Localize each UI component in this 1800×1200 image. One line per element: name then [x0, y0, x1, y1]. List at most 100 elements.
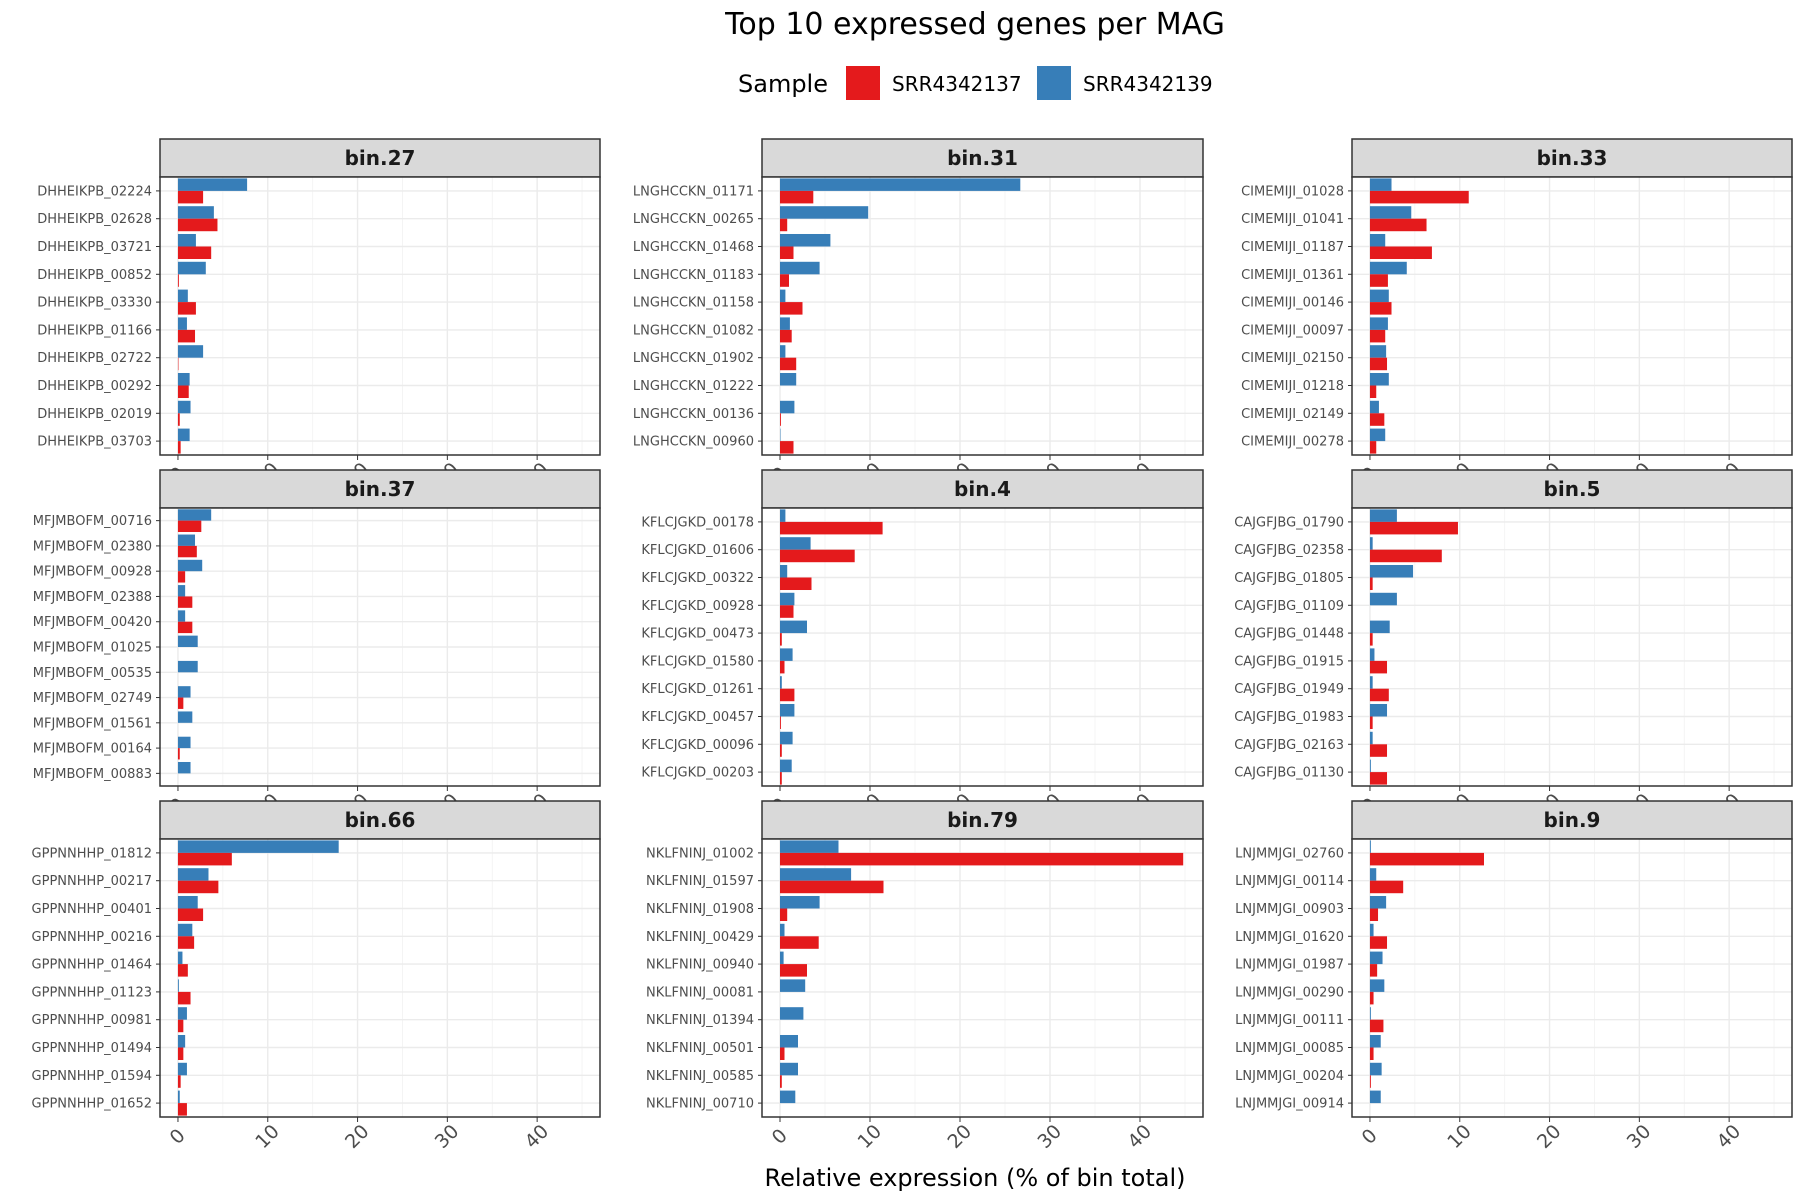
y-tick-label: LNGHCCKN_01082 [633, 323, 754, 338]
y-tick-label: CAJGFJBG_01130 [1234, 766, 1344, 781]
strip-label-bin-31: bin.31 [947, 146, 1018, 170]
bar-srr4342139 [1369, 759, 1371, 773]
bar-srr4342137 [177, 571, 186, 583]
bar-srr4342139 [177, 1062, 187, 1076]
bar-srr4342139 [1369, 1034, 1381, 1048]
bar-srr4342139 [1369, 233, 1386, 247]
y-tick-label: GPPNNHHP_01464 [32, 958, 152, 973]
bar-srr4342139 [780, 400, 795, 414]
bar-srr4342139 [177, 868, 209, 881]
bar-srr4342139 [780, 1090, 796, 1104]
bar-srr4342139 [780, 620, 807, 634]
y-tick-label: NKLFNINJ_01002 [646, 846, 754, 861]
panel-border [761, 176, 1204, 456]
bar-srr4342139 [177, 923, 193, 937]
y-tick-label: MFJMBOFM_00883 [33, 767, 152, 782]
y-tick-label: KFLCJGKD_00322 [641, 571, 754, 586]
bar-srr4342137 [780, 302, 803, 315]
bar-srr4342139 [177, 1007, 187, 1020]
y-tick-label: LNGHCCKN_01222 [633, 379, 754, 394]
bar-srr4342137 [1369, 218, 1427, 232]
panel-border [159, 838, 601, 1118]
y-tick-label: CAJGFJBG_01915 [1234, 654, 1344, 669]
bar-srr4342139 [1369, 648, 1375, 661]
bar-srr4342139 [780, 233, 831, 247]
y-tick-label: CAJGFJBG_01448 [1234, 627, 1344, 642]
bar-srr4342137 [177, 329, 196, 343]
strip-label-bin-66: bin.66 [345, 808, 416, 832]
bar-srr4342137 [1369, 190, 1469, 204]
bar-srr4342139 [1369, 1090, 1381, 1104]
bar-srr4342137 [1369, 413, 1385, 426]
strip-bin-79 [761, 800, 1204, 840]
strip-label-bin-79: bin.79 [947, 808, 1018, 832]
y-tick-label: KFLCJGKD_00457 [641, 710, 754, 725]
legend-label-srr4342137: SRR4342137 [892, 72, 1022, 96]
bar-srr4342139 [177, 1090, 180, 1104]
bar-srr4342137 [177, 413, 180, 426]
bar-srr4342139 [177, 261, 206, 275]
y-tick-label: GPPNNHHP_00216 [32, 930, 152, 945]
bar-srr4342137 [177, 1075, 181, 1088]
bar-srr4342137 [1369, 991, 1374, 1005]
strip-label-bin-27: bin.27 [345, 146, 416, 170]
bar-srr4342139 [780, 178, 1021, 191]
bar-srr4342139 [177, 428, 190, 442]
bar-srr4342137 [177, 1103, 187, 1116]
y-tick-label: CAJGFJBG_01949 [1234, 682, 1344, 697]
y-tick-label: DHHEIKPB_02019 [37, 407, 152, 422]
bar-srr4342137 [780, 577, 812, 591]
bar-srr4342137 [780, 441, 794, 454]
bar-srr4342139 [177, 317, 187, 330]
y-tick-label: NKLFNINJ_01394 [646, 1013, 754, 1028]
y-tick-label: LNGHCCKN_00265 [633, 212, 754, 227]
y-tick-label: CIMEMIJI_02149 [1241, 407, 1344, 422]
y-tick-label: LNGHCCKN_01902 [633, 351, 754, 366]
y-tick-label: MFJMBOFM_00535 [33, 666, 152, 681]
bar-srr4342137 [177, 621, 193, 634]
bar-srr4342139 [780, 345, 786, 358]
y-tick-label: MFJMBOFM_02388 [33, 590, 152, 605]
bar-srr4342137 [177, 964, 188, 977]
y-tick-label: DHHEIKPB_00292 [37, 379, 152, 394]
bar-srr4342139 [780, 759, 792, 773]
y-tick-label: CIMEMIJI_01361 [1241, 268, 1344, 283]
bar-srr4342139 [780, 317, 790, 330]
bar-srr4342139 [780, 895, 820, 909]
y-tick-label: NKLFNINJ_00585 [646, 1069, 754, 1084]
bar-srr4342139 [1369, 703, 1388, 717]
bar-srr4342137 [1369, 852, 1484, 866]
y-tick-label: LNJMMJGI_00111 [1235, 1013, 1344, 1028]
bar-srr4342139 [1369, 895, 1387, 909]
bar-srr4342137 [780, 772, 782, 785]
bar-srr4342137 [177, 596, 193, 608]
bar-srr4342139 [177, 289, 188, 303]
y-tick-label: MFJMBOFM_00164 [33, 742, 152, 757]
bar-srr4342137 [1369, 744, 1388, 757]
y-tick-label: MFJMBOFM_00420 [33, 615, 152, 630]
y-tick-label: CAJGFJBG_01805 [1234, 571, 1344, 586]
y-tick-label: LNJMMJGI_00114 [1235, 874, 1344, 889]
bar-srr4342137 [177, 852, 232, 866]
bar-srr4342139 [1369, 951, 1383, 965]
bar-srr4342137 [1369, 688, 1389, 702]
bar-srr4342137 [780, 549, 855, 563]
y-tick-label: LNJMMJGI_00914 [1235, 1097, 1344, 1112]
bar-srr4342137 [780, 908, 788, 922]
bar-srr4342139 [780, 206, 869, 219]
bar-srr4342139 [780, 372, 797, 386]
y-tick-label: KFLCJGKD_00203 [641, 766, 754, 781]
y-tick-label: NKLFNINJ_00081 [646, 985, 754, 1000]
y-tick-label: LNGHCCKN_01158 [633, 296, 754, 311]
bar-srr4342139 [780, 289, 786, 303]
bar-srr4342139 [780, 1007, 804, 1020]
bar-srr4342137 [780, 744, 782, 757]
bar-srr4342137 [780, 274, 789, 287]
bar-srr4342137 [1369, 329, 1386, 343]
bar-srr4342139 [780, 592, 795, 606]
bar-srr4342137 [780, 246, 794, 260]
bar-srr4342139 [1369, 289, 1389, 303]
bar-srr4342139 [177, 979, 179, 992]
bar-srr4342137 [780, 413, 781, 426]
y-tick-label: MFJMBOFM_00928 [33, 565, 152, 580]
